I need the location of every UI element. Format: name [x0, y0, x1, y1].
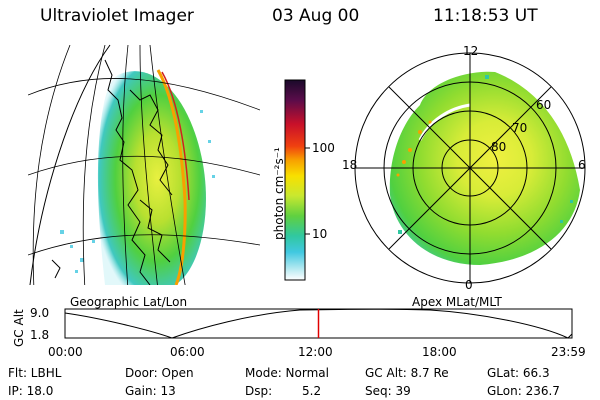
- colorbar-tick-100: 100: [312, 141, 335, 155]
- time-label: 11:18:53 UT: [433, 6, 538, 26]
- instrument-title: Ultraviolet Imager: [40, 6, 194, 26]
- altitude-xtick-2359: 23:59: [551, 345, 586, 359]
- info-door: Door: Open: [125, 366, 194, 380]
- altitude-xtick-0600: 06:00: [170, 345, 205, 359]
- altitude-xtick-1200: 12:00: [298, 345, 333, 359]
- date-label: 03 Aug 00: [272, 6, 360, 26]
- altitude-xtick-1800: 18:00: [422, 345, 457, 359]
- mlat-label-70: 70: [512, 121, 528, 135]
- right-panel-caption: Apex MLat/MLT: [412, 295, 502, 309]
- info-ip: IP: 18.0: [8, 384, 54, 398]
- info-mode: Mode: Normal: [245, 366, 329, 380]
- info-glon: GLon: 236.7: [487, 384, 560, 398]
- altitude-ytick-max: 9.0: [30, 306, 50, 320]
- info-gc-alt: GC Alt: 8.7 Re: [365, 366, 449, 380]
- altitude-ytick-min: 1.8: [30, 328, 50, 342]
- mlt-label-6: 6: [578, 158, 586, 172]
- mlat-label-60: 60: [536, 98, 552, 112]
- info-dsp-label: Dsp:: [245, 384, 273, 398]
- info-gain: Gain: 13: [125, 384, 176, 398]
- left-panel-caption: Geographic Lat/Lon: [70, 295, 188, 309]
- altitude-ylabel: GC Alt: [12, 309, 26, 347]
- mlt-label-18: 18: [342, 158, 358, 172]
- info-seq: Seq: 39: [365, 384, 411, 398]
- mlt-label-12: 12: [463, 44, 479, 58]
- altitude-xtick-0000: 00:00: [48, 345, 83, 359]
- mlat-label-80: 80: [491, 140, 507, 154]
- info-flt: Flt: LBHL: [8, 366, 62, 380]
- info-glat: GLat: 66.3: [487, 366, 550, 380]
- mlt-label-0: 0: [465, 278, 473, 292]
- colorbar-tick-10: 10: [312, 227, 328, 241]
- info-dsp-value: 5.2: [302, 384, 322, 398]
